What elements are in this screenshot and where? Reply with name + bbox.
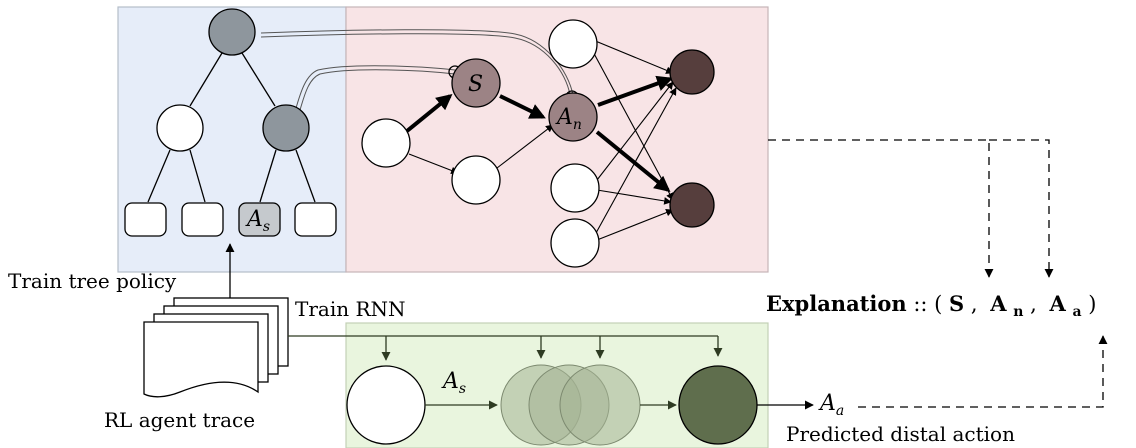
tree-leaf-2	[181, 202, 224, 237]
correspondence-links	[260, 29, 574, 111]
train-tree-policy-label: Train tree policy	[8, 269, 177, 293]
highlight-path-edges	[405, 75, 674, 193]
rnn-output-node	[678, 365, 758, 445]
rl-agent-trace-docs	[143, 297, 289, 398]
net-top-node	[548, 19, 598, 69]
net-mid-node	[550, 163, 600, 213]
predicted-distal-action-label: Predicted distal action	[786, 422, 1015, 446]
net-an-node	[548, 92, 598, 142]
tree-left-node	[156, 104, 204, 152]
explanation-an-main: A	[989, 291, 1007, 316]
tree-leaf-4	[294, 202, 337, 237]
explanation-dashed-links	[768, 139, 1108, 408]
train-rnn-label: Train RNN	[295, 297, 406, 321]
tree-leaf-selected	[238, 202, 281, 237]
explanation-open-paren: (	[934, 292, 942, 316]
explanation-an-sub: n	[1013, 304, 1023, 320]
net-input-node	[361, 118, 411, 168]
explanation-comma-1: ,	[971, 292, 978, 316]
explanation-s: S	[949, 291, 964, 316]
tree-root-node	[208, 8, 256, 56]
tree-edges	[147, 52, 316, 203]
rnn-feed-lines	[288, 335, 723, 361]
rl-agent-trace-label: RL agent trace	[104, 408, 255, 432]
explanation-comma-2: ,	[1030, 292, 1037, 316]
net-s-node	[451, 58, 501, 108]
net-bottom-node	[550, 218, 600, 268]
rnn-as-label: As	[441, 369, 466, 397]
tree-leaf-label: As	[245, 207, 270, 235]
net-output-node-1	[669, 49, 715, 95]
explanation-separator: ::	[913, 292, 934, 316]
net-an-label: An	[555, 105, 582, 133]
tree-leaf-1	[124, 202, 167, 237]
output-aa-label: Aa	[818, 391, 844, 419]
net-lower-node	[451, 155, 501, 205]
explanation-formula: Explanation :: ( S , A n , A a )	[766, 291, 1096, 321]
explanation-aa-main: A	[1049, 291, 1067, 316]
net-output-node-2	[669, 182, 715, 228]
net-s-label: S	[468, 72, 483, 97]
explanation-word: Explanation	[766, 291, 907, 316]
rnn-input-node	[346, 365, 426, 445]
tree-right-node	[262, 104, 310, 152]
explanation-aa-sub: a	[1072, 304, 1081, 320]
explanation-close-paren: )	[1088, 292, 1096, 316]
rnn-hidden-node-3	[559, 364, 641, 446]
network-edges	[408, 39, 677, 241]
